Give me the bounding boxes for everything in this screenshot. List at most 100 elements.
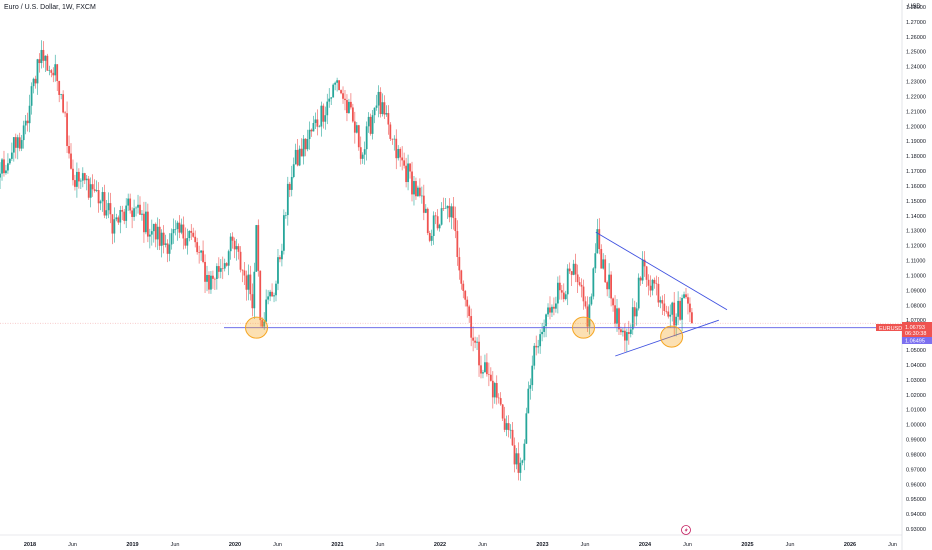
highlight-circle[interactable] bbox=[572, 316, 595, 339]
candle-body bbox=[1, 159, 3, 174]
candle-body bbox=[267, 296, 270, 300]
candle-body bbox=[310, 129, 313, 132]
candle-body bbox=[373, 107, 376, 116]
candle-body bbox=[493, 383, 496, 398]
candle-body bbox=[616, 308, 618, 324]
candle-body bbox=[643, 259, 646, 267]
lightning-icon[interactable] bbox=[681, 525, 691, 535]
candle-body bbox=[486, 362, 488, 375]
candle-body bbox=[184, 238, 187, 246]
candle-body bbox=[659, 300, 662, 303]
candle-body bbox=[393, 138, 396, 140]
candle-body bbox=[180, 224, 183, 233]
candle-body bbox=[210, 275, 212, 290]
candle-body bbox=[168, 244, 171, 254]
candle-body bbox=[602, 259, 605, 269]
price-tick-label: 1.22000 bbox=[906, 94, 926, 100]
candle-body bbox=[107, 203, 110, 211]
candle-body bbox=[568, 268, 571, 272]
price-tick-label: 1.09000 bbox=[906, 288, 926, 294]
candle-body bbox=[32, 78, 35, 87]
candle-body bbox=[344, 98, 346, 101]
candle-body bbox=[434, 215, 437, 217]
candle-body bbox=[675, 316, 678, 326]
candle-body bbox=[74, 180, 76, 187]
price-tick-label: 1.08000 bbox=[906, 303, 926, 309]
price-tick-label: 1.16000 bbox=[906, 184, 926, 190]
candle-body bbox=[332, 84, 335, 98]
candle-body bbox=[271, 291, 273, 297]
candle-body bbox=[72, 168, 74, 181]
candle-body bbox=[566, 268, 569, 295]
candle-body bbox=[361, 154, 364, 159]
candle-body bbox=[466, 299, 469, 307]
candle-body bbox=[48, 70, 51, 71]
candle-body bbox=[172, 229, 175, 234]
price-tick-label: 1.18000 bbox=[906, 154, 926, 160]
candle-body bbox=[105, 210, 108, 216]
candle-body bbox=[77, 171, 80, 182]
symbol-badge bbox=[876, 324, 902, 331]
candle-body bbox=[350, 101, 352, 108]
candle-body bbox=[426, 208, 429, 233]
price-tick-label: 1.21000 bbox=[906, 109, 926, 115]
candle-body bbox=[618, 308, 620, 330]
drawings[interactable] bbox=[0, 231, 902, 357]
price-tick-label: 1.13000 bbox=[906, 229, 926, 235]
candle-body bbox=[200, 250, 202, 253]
price-axis[interactable]: 1.28000 1.27000 1.26000 1.25000 1.24000 1.230… bbox=[906, 5, 926, 533]
time-tick-label: 2021 bbox=[331, 542, 343, 548]
candle-body bbox=[594, 253, 597, 269]
price-tick-label: 1.12000 bbox=[906, 244, 926, 250]
candle-body bbox=[491, 380, 494, 398]
candle-body bbox=[62, 94, 65, 113]
candle-body bbox=[103, 192, 106, 216]
candle-body bbox=[385, 113, 388, 115]
price-badges: EURUSD 1.06793 06:30:38 1.06495 bbox=[876, 322, 932, 345]
candle-body bbox=[54, 64, 57, 76]
candle-body bbox=[5, 170, 7, 174]
symbol-badge-text: EURUSD bbox=[879, 326, 902, 332]
price-tick-label: 0.93000 bbox=[906, 527, 926, 533]
candle-body bbox=[320, 105, 323, 127]
candle-body bbox=[424, 208, 427, 213]
candle-body bbox=[681, 297, 683, 320]
candle-body bbox=[596, 229, 599, 254]
candle-body bbox=[60, 94, 63, 95]
candle-body bbox=[3, 159, 5, 174]
candle-body bbox=[614, 305, 616, 324]
time-tick-label: 2020 bbox=[229, 542, 241, 548]
candle-body bbox=[417, 187, 419, 197]
candle-body bbox=[413, 181, 415, 195]
candle-body bbox=[342, 93, 344, 99]
time-axis[interactable]: 2018 Jun 2019 Jun 2020 Jun 2021 Jun 2022 Jun 2023 J… bbox=[24, 542, 897, 548]
candle-body bbox=[300, 148, 303, 157]
price-tick-label: 0.98000 bbox=[906, 452, 926, 458]
candle-body bbox=[14, 137, 17, 148]
candle-body bbox=[653, 279, 656, 284]
candle-body bbox=[665, 311, 668, 312]
triangle-upper-trendline[interactable] bbox=[595, 231, 728, 311]
candle-body bbox=[580, 284, 583, 287]
price-tick-label: 1.03000 bbox=[906, 378, 926, 384]
price-tick-label: 1.00000 bbox=[906, 423, 926, 429]
candle-body bbox=[308, 129, 311, 140]
candle-body bbox=[480, 365, 482, 374]
candle-body bbox=[227, 251, 230, 266]
candle-body bbox=[669, 314, 672, 317]
candle-body bbox=[111, 214, 114, 234]
price-scale-currency[interactable]: USD bbox=[908, 4, 921, 10]
candle-body bbox=[353, 121, 356, 133]
candle-body bbox=[574, 263, 577, 275]
candle-body bbox=[12, 137, 15, 153]
price-tick-label: 1.11000 bbox=[906, 259, 925, 265]
candle-body bbox=[66, 113, 68, 147]
highlight-circle[interactable] bbox=[245, 316, 269, 339]
triangle-lower-trendline[interactable] bbox=[615, 319, 719, 357]
candle-body bbox=[255, 225, 258, 272]
candle-body bbox=[523, 443, 526, 461]
highlight-circle[interactable] bbox=[660, 325, 684, 348]
time-tick-label: Jun bbox=[68, 542, 77, 548]
time-tick-label: Jun bbox=[171, 542, 180, 548]
